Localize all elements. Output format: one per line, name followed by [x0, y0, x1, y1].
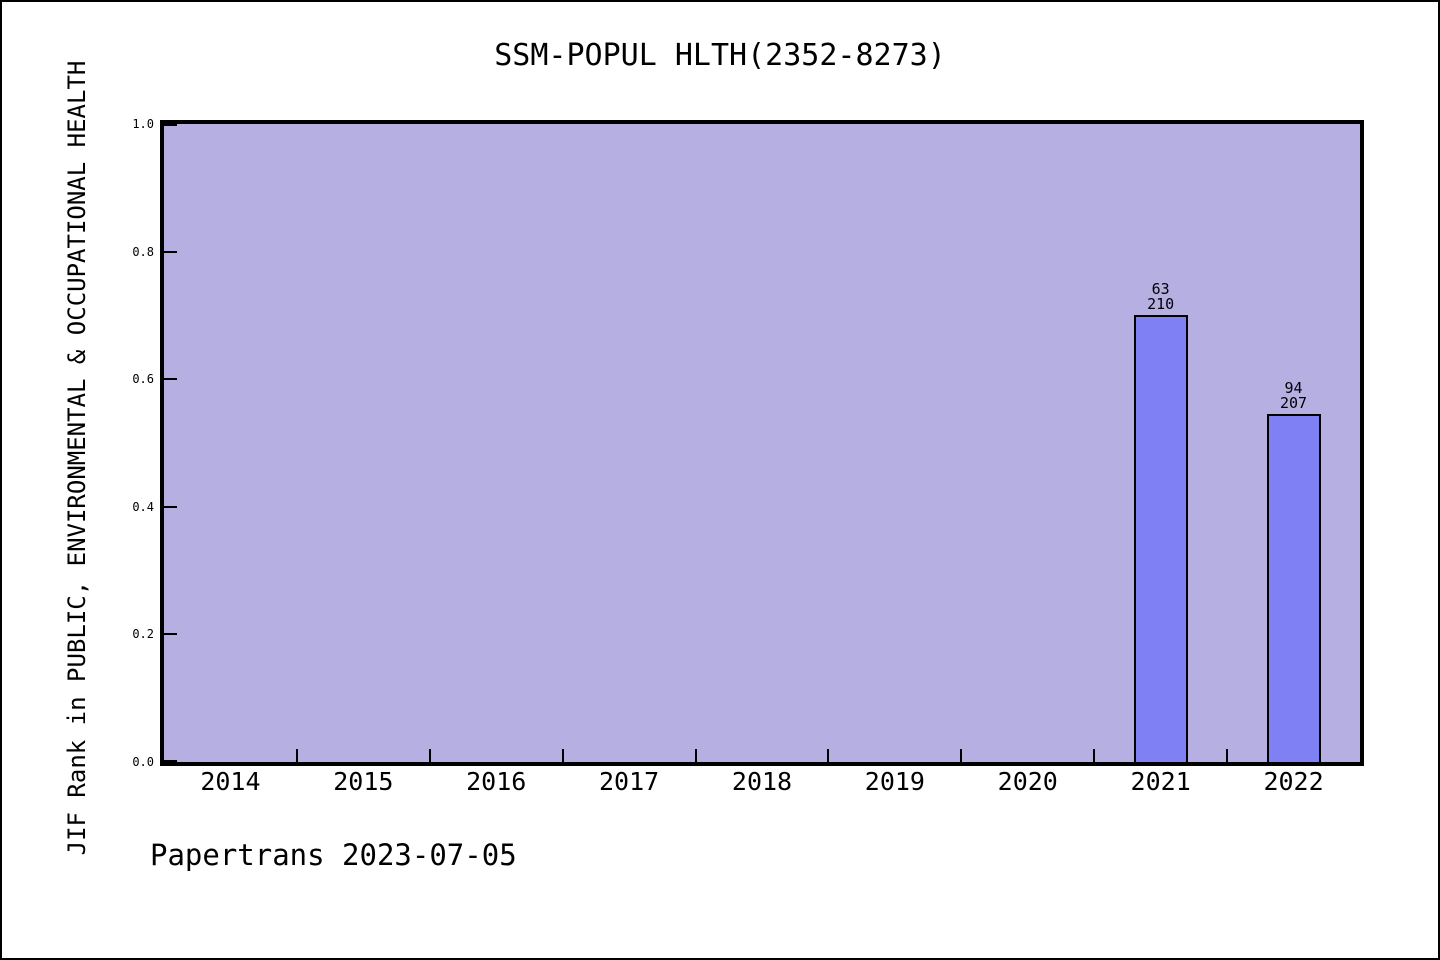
x-tick-label-2020: 2020: [973, 768, 1083, 796]
bar-value-label-2022: 94207: [1249, 381, 1339, 411]
x-tick-label-2015: 2015: [308, 768, 418, 796]
x-tick-label-2021: 2021: [1106, 768, 1216, 796]
y-tick-mark-0.4: [164, 506, 177, 508]
x-tick-mark-8: [1226, 749, 1228, 762]
x-tick-mark-5: [827, 749, 829, 762]
x-tick-mark-6: [960, 749, 962, 762]
footer-watermark: Papertrans 2023-07-05: [150, 838, 517, 872]
bar-total-2022: 207: [1249, 396, 1339, 411]
plot-area: 63210 94207: [160, 120, 1364, 766]
y-axis-label: JIF Rank in PUBLIC, ENVIRONMENTAL & OCCU…: [63, 61, 91, 856]
x-tick-label-2016: 2016: [441, 768, 551, 796]
chart-title: SSM-POPUL HLTH(2352-8273): [2, 38, 1438, 73]
y-tick-label-1.0: 1.0: [98, 117, 154, 131]
bar-2021: [1134, 315, 1188, 762]
y-tick-mark-0.2: [164, 633, 177, 635]
x-tick-label-2018: 2018: [707, 768, 817, 796]
y-tick-label-0.4: 0.4: [98, 500, 154, 514]
x-tick-mark-3: [562, 749, 564, 762]
bar-total-2021: 210: [1116, 297, 1206, 312]
y-tick-mark-0.6: [164, 378, 177, 380]
x-tick-mark-4: [695, 749, 697, 762]
bar-value-label-2021: 63210: [1116, 282, 1206, 312]
y-tick-label-0.0: 0.0: [98, 755, 154, 769]
y-tick-label-0.2: 0.2: [98, 627, 154, 641]
y-tick-mark-1.0: [164, 124, 177, 126]
y-tick-label-0.8: 0.8: [98, 245, 154, 259]
x-tick-label-2019: 2019: [840, 768, 950, 796]
x-tick-mark-1: [296, 749, 298, 762]
y-tick-label-0.6: 0.6: [98, 372, 154, 386]
chart-window: SSM-POPUL HLTH(2352-8273) JIF Rank in PU…: [0, 0, 1440, 960]
x-tick-label-2017: 2017: [574, 768, 684, 796]
x-tick-label-2014: 2014: [175, 768, 285, 796]
x-tick-mark-7: [1093, 749, 1095, 762]
x-tick-label-2022: 2022: [1239, 768, 1349, 796]
y-tick-mark-0.0: [164, 760, 177, 762]
y-tick-mark-0.8: [164, 251, 177, 253]
bar-2022: [1267, 414, 1321, 762]
x-tick-mark-2: [429, 749, 431, 762]
